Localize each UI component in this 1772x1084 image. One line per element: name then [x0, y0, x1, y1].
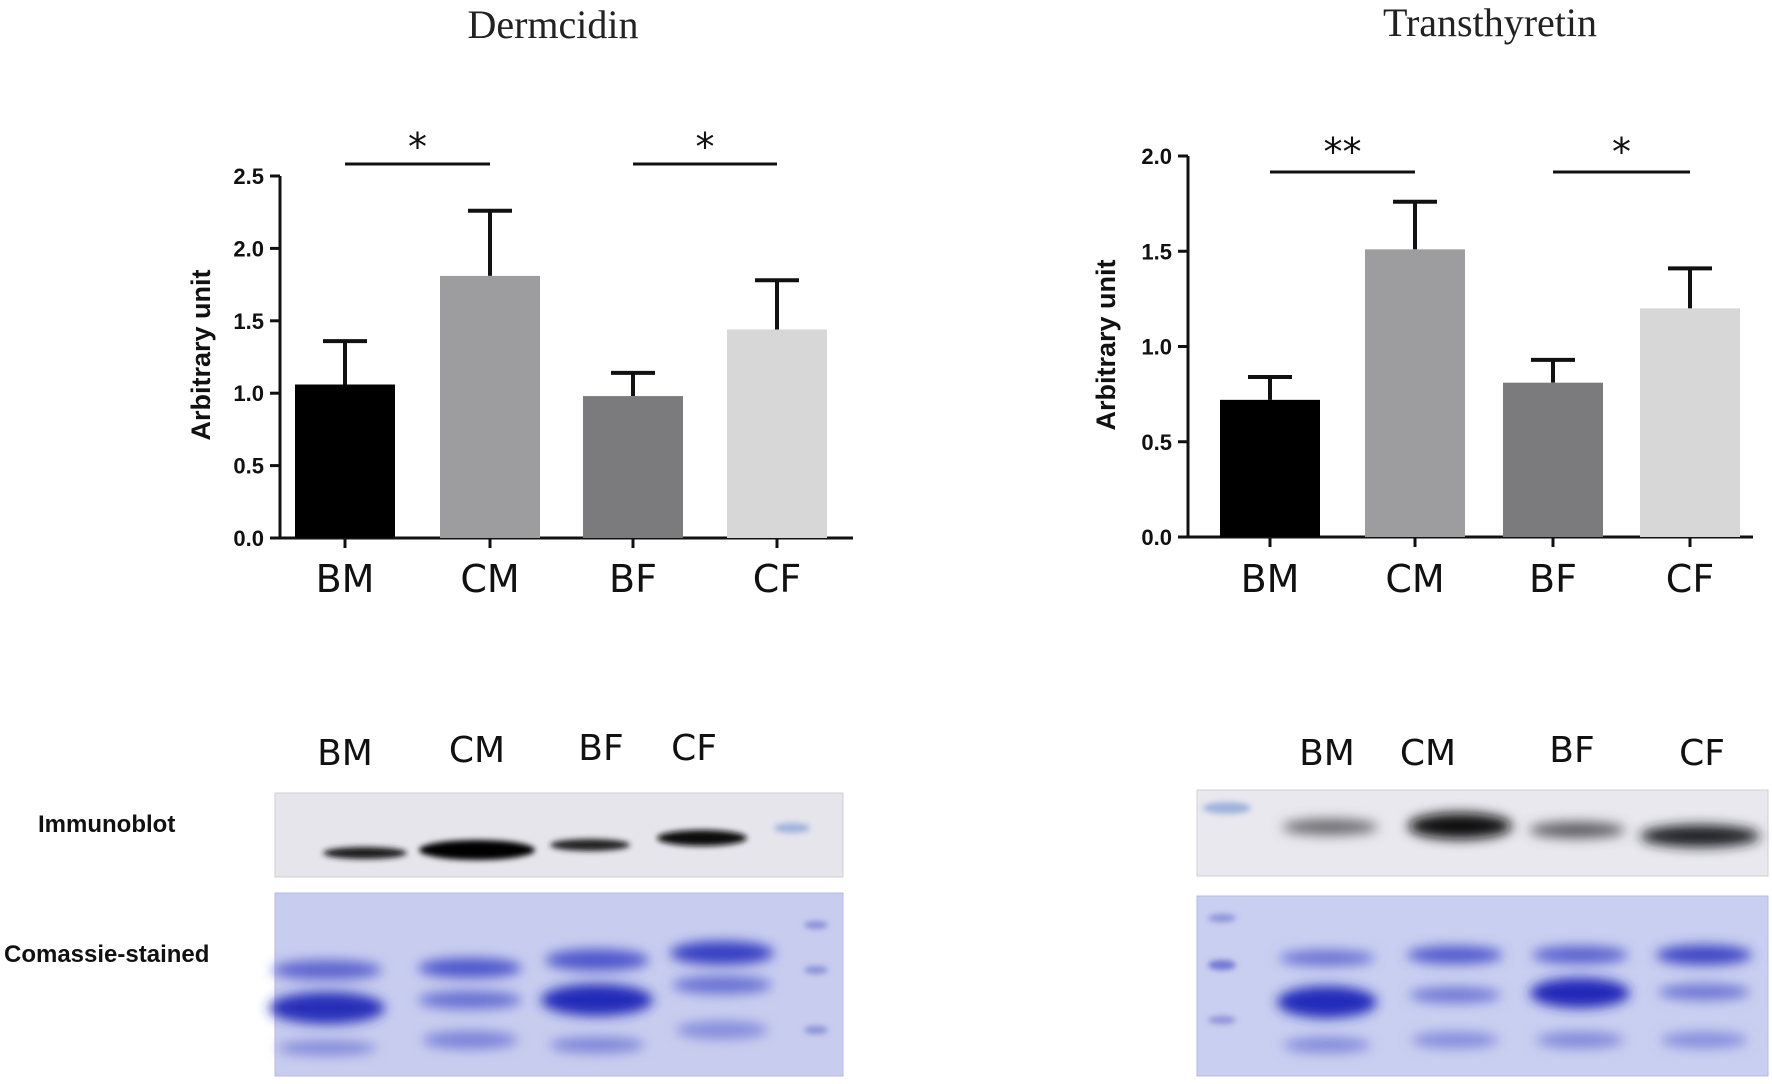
immunoblot-band-cf — [657, 830, 747, 846]
lane-label: CF — [1679, 733, 1725, 774]
y-tick-label: 2.0 — [1141, 144, 1172, 169]
y-tick-label: 2.5 — [233, 164, 264, 189]
chart-transthyretin: Transthyretin Arbitrary unit 0.0 0.5 1.0 1.… — [1091, 0, 1753, 601]
bar-cf — [1640, 308, 1740, 537]
chart-title: Dermcidin — [467, 2, 638, 47]
immunoblot-band-bm — [323, 847, 407, 859]
x-tick-label: BF — [609, 557, 657, 601]
y-tick-label: 1.0 — [233, 381, 264, 406]
y-tick-label: 0.5 — [1141, 430, 1172, 455]
plot-area: 0.0 0.5 1.0 1.5 2.0 2.5 BM CM BF CF * * — [233, 125, 853, 601]
immunoblot-band-bf — [550, 839, 630, 851]
y-tick-label: 2.0 — [233, 236, 264, 261]
blot-panel-dermcidin: BM CM BF CF — [269, 728, 844, 1077]
lane-label: CM — [1400, 733, 1456, 774]
x-tick-label: CF — [1666, 557, 1714, 601]
y-tick-label: 0.0 — [233, 526, 264, 551]
marker-band — [774, 823, 810, 833]
immunoblot-row-label: Immunoblot — [38, 811, 175, 838]
y-tick-label: 1.5 — [1141, 239, 1172, 264]
bar-bf — [1503, 382, 1603, 537]
significance-marker: * — [408, 125, 427, 169]
lane-label: BM — [317, 733, 373, 774]
lane-label: CM — [449, 730, 505, 771]
immunoblot-band-cm — [1408, 813, 1512, 839]
immunoblot-band-cm — [419, 840, 535, 860]
lane-label: BF — [1549, 730, 1594, 771]
plot-area: 0.00.51.01.52.0BM CM BF CF** * — [1141, 130, 1753, 601]
y-axis-label: Arbitrary unit — [1091, 259, 1121, 430]
bar-bm — [295, 384, 395, 538]
x-tick-label: CM — [1385, 557, 1444, 601]
marker-band — [1203, 802, 1251, 814]
bar-bm — [1220, 399, 1320, 537]
x-tick-label: BM — [316, 557, 375, 601]
lane-label: BF — [578, 728, 623, 769]
y-tick-label: 1.5 — [233, 309, 264, 334]
y-tick-label: 0.5 — [233, 454, 264, 479]
immunoblot-strip — [1196, 789, 1769, 877]
x-tick-label: CF — [753, 557, 801, 601]
immunoblot-band-bf — [1529, 822, 1625, 838]
x-tick-label: CM — [460, 557, 519, 601]
y-tick-label: 1.0 — [1141, 335, 1172, 360]
bar-cm — [440, 275, 540, 538]
bar-bf — [583, 396, 683, 538]
chart-title: Transthyretin — [1383, 0, 1597, 45]
immunoblot-band-bm — [1282, 819, 1378, 835]
chart-dermcidin: Dermcidin Arbitrary unit 0.0 0.5 1.0 1.5 2.0… — [186, 2, 853, 601]
coomassie-strip — [1196, 895, 1769, 1077]
x-tick-label: BM — [1241, 557, 1300, 601]
coomassie-row-label: Comassie-stained — [4, 941, 209, 968]
y-axis-label: Arbitrary unit — [186, 269, 216, 440]
x-tick-label: BF — [1529, 557, 1577, 601]
lane-label: BM — [1299, 733, 1355, 774]
bar-cm — [1365, 249, 1465, 537]
blot-panel-transthyretin: BM CM BF CF — [1196, 730, 1769, 1077]
y-tick-label: 0.0 — [1141, 525, 1172, 550]
significance-marker: * — [696, 125, 715, 169]
significance-marker: ** — [1324, 130, 1362, 174]
coomassie-strip — [269, 892, 844, 1077]
immunoblot-strip — [274, 792, 844, 878]
lane-label: CF — [671, 728, 717, 769]
bar-cf — [727, 329, 827, 538]
immunoblot-band-cf — [1640, 825, 1760, 847]
significance-marker: * — [1612, 130, 1631, 174]
